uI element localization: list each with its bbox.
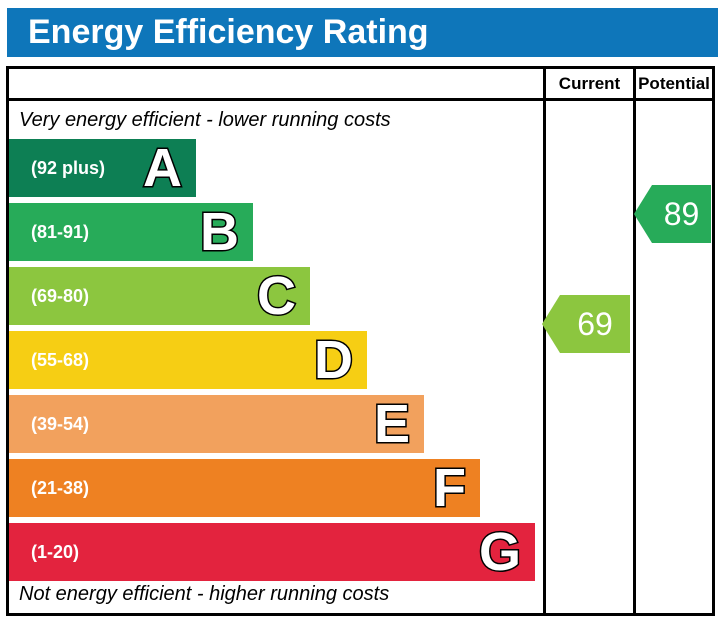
title-bar: Energy Efficiency Rating bbox=[7, 8, 718, 57]
band-e: (39-54) E bbox=[9, 394, 424, 454]
band-a: (92 plus) A bbox=[9, 138, 196, 198]
band-letter: A bbox=[142, 138, 184, 198]
column-header-potential: Potential bbox=[638, 74, 710, 93]
band-range-label: (81-91) bbox=[31, 221, 90, 242]
band-letter: F bbox=[432, 458, 468, 518]
page-title: Energy Efficiency Rating bbox=[28, 13, 429, 51]
band-b: (81-91) B bbox=[9, 202, 253, 262]
column-header-current: Current bbox=[558, 74, 621, 93]
band-range-label: (39-54) bbox=[31, 413, 90, 434]
band-range-label: (92 plus) bbox=[31, 157, 106, 178]
band-letter: B bbox=[199, 202, 241, 262]
caption-not-efficient: Not energy efficient - higher running co… bbox=[19, 583, 390, 605]
band-d: (55-68) D bbox=[9, 330, 367, 390]
band-letter: D bbox=[313, 330, 355, 390]
caption-very-efficient: Very energy efficient - lower running co… bbox=[19, 109, 391, 131]
band-letter: G bbox=[477, 522, 522, 582]
band-g: (1-20) G bbox=[9, 522, 535, 582]
band-letter: C bbox=[256, 266, 298, 326]
current-rating-arrow: 69 bbox=[542, 295, 630, 353]
potential-column-divider bbox=[633, 69, 636, 613]
band-c: (69-80) C bbox=[9, 266, 310, 326]
band-range-label: (69-80) bbox=[31, 285, 90, 306]
current-column-divider bbox=[543, 69, 546, 613]
band-letter: E bbox=[372, 394, 411, 454]
rating-table: Current Potential Very energy efficient … bbox=[6, 66, 715, 616]
band-range-label: (1-20) bbox=[31, 541, 80, 562]
band-f: (21-38) F bbox=[9, 458, 480, 518]
header-underline bbox=[9, 98, 712, 101]
potential-rating-arrow: 89 bbox=[634, 185, 711, 243]
band-range-label: (55-68) bbox=[31, 349, 90, 370]
band-range-label: (21-38) bbox=[31, 477, 90, 498]
